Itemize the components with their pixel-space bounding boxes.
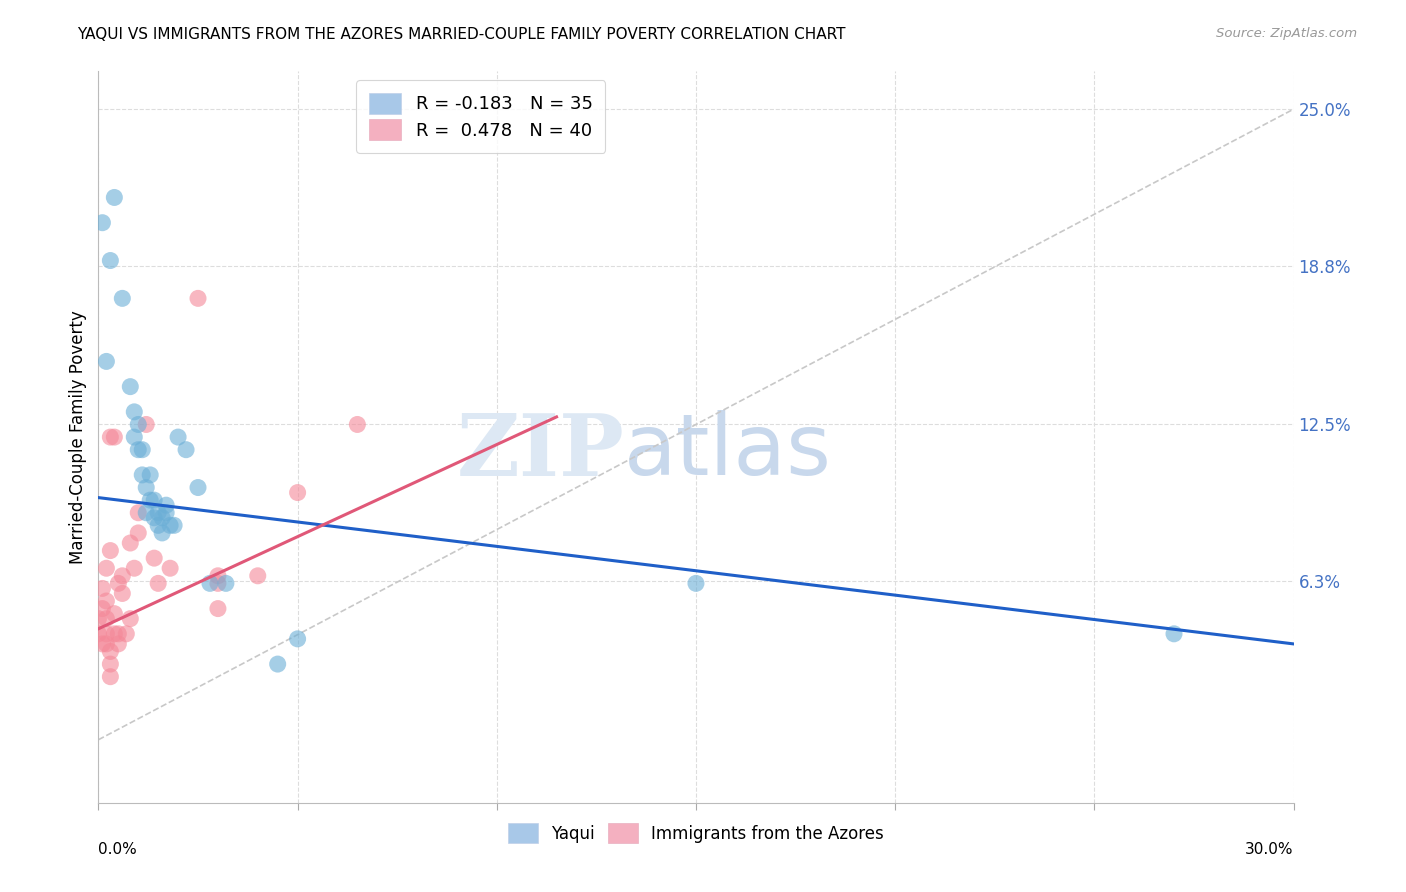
Point <box>148 518 170 533</box>
Point <box>120 536 142 550</box>
Point <box>98 644 122 658</box>
Point <box>131 467 153 482</box>
Point <box>198 576 221 591</box>
Point <box>150 510 173 524</box>
Point <box>96 627 118 641</box>
Text: 0.0%: 0.0% <box>98 842 138 856</box>
Text: Source: ZipAtlas.com: Source: ZipAtlas.com <box>1216 27 1357 40</box>
Point <box>207 576 229 591</box>
Point <box>187 291 209 305</box>
Point <box>135 481 157 495</box>
Point <box>148 506 170 520</box>
Point <box>267 657 290 671</box>
Point <box>148 576 170 591</box>
Point <box>111 586 134 600</box>
Point <box>287 632 309 646</box>
Point <box>127 506 149 520</box>
Point <box>127 417 149 432</box>
Point <box>124 561 146 575</box>
Point <box>127 525 149 540</box>
Point <box>91 637 114 651</box>
Point <box>96 561 118 575</box>
Point <box>96 612 118 626</box>
Point <box>96 354 118 368</box>
Point <box>98 430 122 444</box>
Text: atlas: atlas <box>624 410 832 493</box>
Point <box>111 291 134 305</box>
Point <box>103 627 125 641</box>
Point <box>139 467 162 482</box>
Point <box>150 525 173 540</box>
Point <box>103 190 125 204</box>
Point <box>91 601 114 615</box>
Point <box>143 510 166 524</box>
Point <box>139 493 162 508</box>
Point <box>124 405 146 419</box>
Point <box>135 417 157 432</box>
Point <box>91 582 114 596</box>
Point <box>207 569 229 583</box>
Point <box>159 561 181 575</box>
Point <box>155 498 177 512</box>
Point <box>174 442 197 457</box>
Text: YAQUI VS IMMIGRANTS FROM THE AZORES MARRIED-COUPLE FAMILY POVERTY CORRELATION CH: YAQUI VS IMMIGRANTS FROM THE AZORES MARR… <box>77 27 846 42</box>
Point <box>346 417 368 432</box>
Point <box>107 576 129 591</box>
Point <box>98 670 122 684</box>
Point <box>96 637 118 651</box>
Point <box>103 430 125 444</box>
Point <box>131 442 153 457</box>
Point <box>103 607 125 621</box>
Legend: Yaqui, Immigrants from the Azores: Yaqui, Immigrants from the Azores <box>501 817 891 849</box>
Point <box>98 657 122 671</box>
Point <box>124 430 146 444</box>
Point <box>87 612 110 626</box>
Point <box>135 506 157 520</box>
Point <box>127 442 149 457</box>
Y-axis label: Married-Couple Family Poverty: Married-Couple Family Poverty <box>69 310 87 564</box>
Text: 30.0%: 30.0% <box>1246 842 1294 856</box>
Point <box>120 379 142 393</box>
Point <box>167 430 190 444</box>
Point <box>96 594 118 608</box>
Point <box>107 637 129 651</box>
Point <box>98 543 122 558</box>
Point <box>143 493 166 508</box>
Point <box>187 481 209 495</box>
Point <box>287 485 309 500</box>
Point <box>115 627 138 641</box>
Point <box>163 518 186 533</box>
Text: ZIP: ZIP <box>457 409 624 493</box>
Point <box>120 612 142 626</box>
Point <box>207 601 229 615</box>
Point <box>246 569 269 583</box>
Point <box>143 551 166 566</box>
Point <box>1163 627 1185 641</box>
Point <box>685 576 707 591</box>
Point <box>98 253 122 268</box>
Point <box>91 216 114 230</box>
Point <box>159 518 181 533</box>
Point <box>87 627 110 641</box>
Point <box>215 576 238 591</box>
Point <box>107 627 129 641</box>
Point <box>111 569 134 583</box>
Point <box>155 506 177 520</box>
